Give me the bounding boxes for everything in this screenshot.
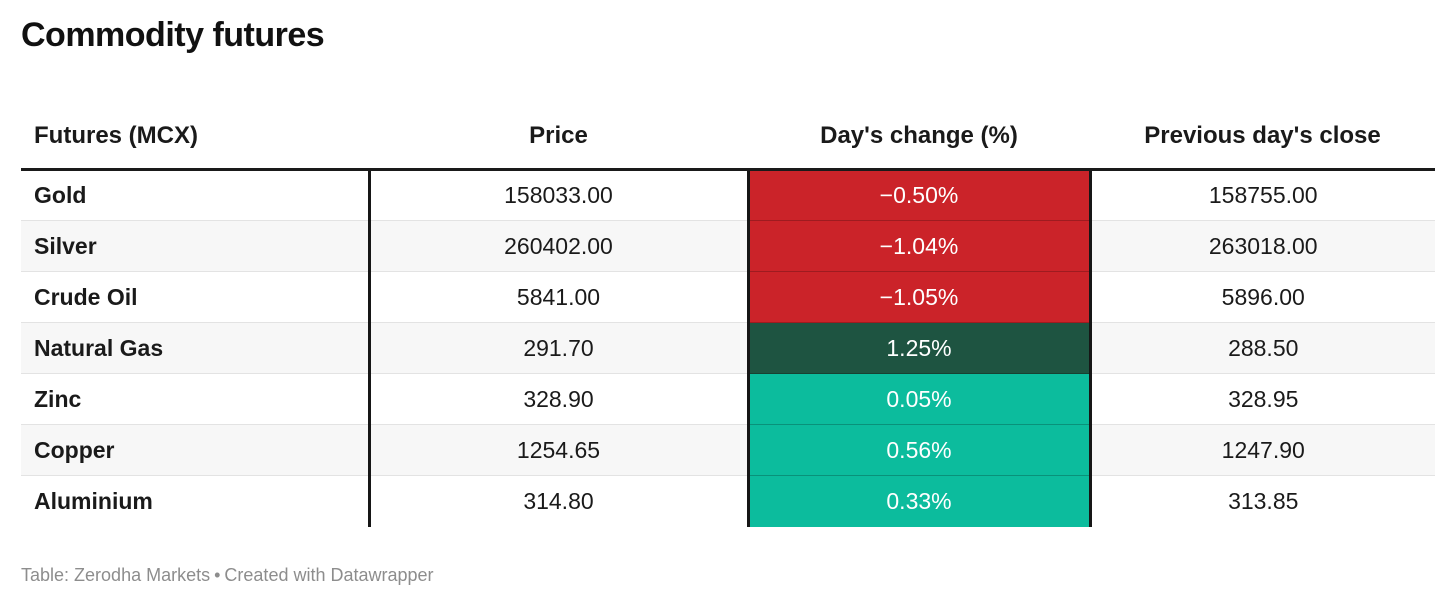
days-change-cell: −0.50%: [746, 169, 1092, 221]
days-change-cell: 0.33%: [746, 475, 1092, 527]
col-header-price: Price: [369, 106, 748, 171]
price-cell: 260402.00: [369, 220, 748, 272]
futures-name-cell: Copper: [21, 424, 371, 476]
col-header-prev-close: Previous day's close: [1090, 106, 1435, 171]
table-row: Gold 158033.00 −0.50% 158755.00: [21, 169, 1435, 221]
table-row: Crude Oil 5841.00 −1.05% 5896.00: [21, 271, 1435, 323]
col-header-days-change: Day's change (%): [748, 106, 1090, 171]
page-title: Commodity futures: [21, 16, 325, 54]
datawrapper-credit-link[interactable]: Created with Datawrapper: [224, 565, 434, 585]
price-cell: 314.80: [369, 475, 748, 527]
table-row: Silver 260402.00 −1.04% 263018.00: [21, 220, 1435, 272]
prev-close-cell: 288.50: [1090, 322, 1435, 374]
futures-name-cell: Zinc: [21, 373, 371, 425]
days-change-cell: 0.05%: [746, 373, 1092, 425]
price-cell: 291.70: [369, 322, 748, 374]
price-cell: 5841.00: [369, 271, 748, 323]
futures-name-cell: Crude Oil: [21, 271, 371, 323]
days-change-cell: 0.56%: [746, 424, 1092, 476]
header-row: Futures (MCX) Price Day's change (%) Pre…: [21, 106, 1435, 171]
table-header: Futures (MCX) Price Day's change (%) Pre…: [21, 106, 1435, 171]
table-footer: Table: Zerodha Markets • Created with Data…: [21, 565, 434, 586]
futures-name-cell: Gold: [21, 169, 371, 221]
table-row: Copper 1254.65 0.56% 1247.90: [21, 424, 1435, 476]
price-cell: 1254.65: [369, 424, 748, 476]
table-row: Natural Gas 291.70 1.25% 288.50: [21, 322, 1435, 374]
col-header-futures: Futures (MCX): [21, 106, 369, 171]
table-row: Zinc 328.90 0.05% 328.95: [21, 373, 1435, 425]
futures-name-cell: Natural Gas: [21, 322, 371, 374]
price-cell: 328.90: [369, 373, 748, 425]
price-cell: 158033.00: [504, 182, 613, 208]
prev-close-cell: 5896.00: [1090, 271, 1435, 323]
futures-name-cell: Aluminium: [21, 475, 371, 527]
prev-close-cell: 1247.90: [1090, 424, 1435, 476]
prev-close-cell: 158755.00: [1208, 182, 1318, 208]
table-row: Aluminium 314.80 0.33% 313.85: [21, 475, 1435, 527]
prev-close-cell: 328.95: [1090, 373, 1435, 425]
source-link[interactable]: Zerodha Markets: [74, 565, 211, 585]
prev-close-cell: 263018.00: [1090, 220, 1435, 272]
futures-name-cell: Silver: [21, 220, 371, 272]
commodity-futures-table: Futures (MCX) Price Day's change (%) Pre…: [21, 106, 1435, 527]
footer-separator: •: [214, 565, 221, 585]
days-change-cell: −1.05%: [746, 271, 1092, 323]
table-body: Gold 158033.00 −0.50% 158755.00 Silver 2…: [21, 169, 1435, 527]
days-change-cell: −1.04%: [746, 220, 1092, 272]
source-label: Table:: [21, 565, 75, 585]
days-change-cell: 1.25%: [746, 322, 1092, 374]
prev-close-cell: 313.85: [1090, 475, 1435, 527]
